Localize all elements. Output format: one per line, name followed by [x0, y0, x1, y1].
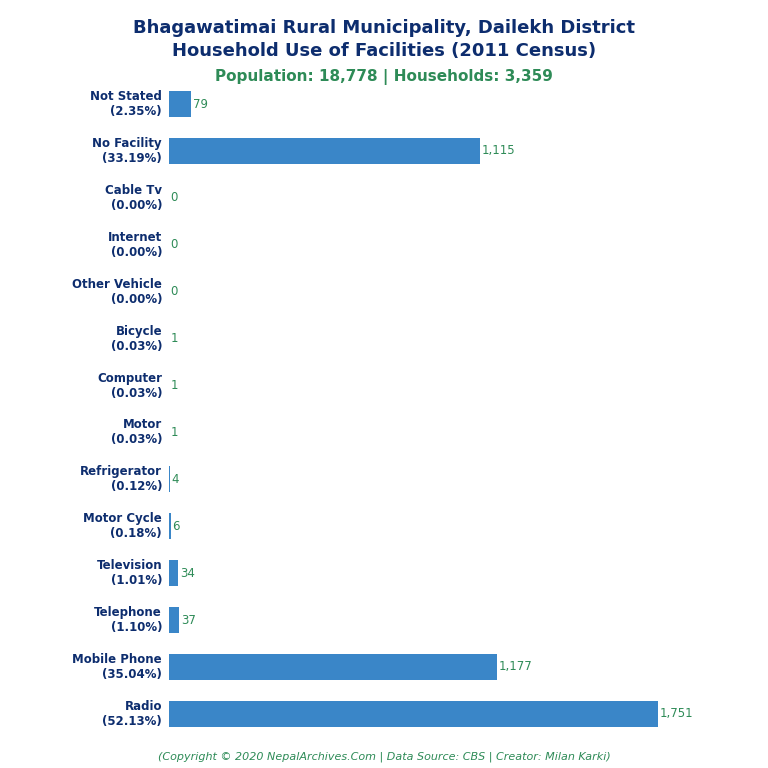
Text: Population: 18,778 | Households: 3,359: Population: 18,778 | Households: 3,359 [215, 69, 553, 85]
Text: 1,751: 1,751 [660, 707, 694, 720]
Bar [169, 701, 657, 727]
Text: 37: 37 [181, 614, 196, 627]
Text: 6: 6 [172, 520, 180, 533]
Text: 0: 0 [170, 285, 178, 298]
Text: 0: 0 [170, 191, 178, 204]
Text: Household Use of Facilities (2011 Census): Household Use of Facilities (2011 Census… [172, 42, 596, 60]
Text: 4: 4 [172, 473, 179, 486]
Text: 1,177: 1,177 [499, 660, 533, 674]
Bar [169, 654, 498, 680]
Text: 1: 1 [171, 426, 178, 439]
Text: (Copyright © 2020 NepalArchives.Com | Data Source: CBS | Creator: Milan Karki): (Copyright © 2020 NepalArchives.Com | Da… [157, 751, 611, 762]
Text: 0: 0 [170, 238, 178, 251]
Text: 1: 1 [171, 332, 178, 345]
Text: 79: 79 [193, 98, 207, 111]
Bar [169, 513, 170, 539]
Bar [169, 466, 170, 492]
Text: 1: 1 [171, 379, 178, 392]
Bar [169, 607, 179, 633]
Text: 34: 34 [180, 567, 195, 580]
Bar [169, 560, 178, 586]
Bar [169, 91, 191, 117]
Text: Bhagawatimai Rural Municipality, Dailekh District: Bhagawatimai Rural Municipality, Dailekh… [133, 19, 635, 37]
Bar [169, 138, 480, 164]
Text: 1,115: 1,115 [482, 144, 515, 157]
